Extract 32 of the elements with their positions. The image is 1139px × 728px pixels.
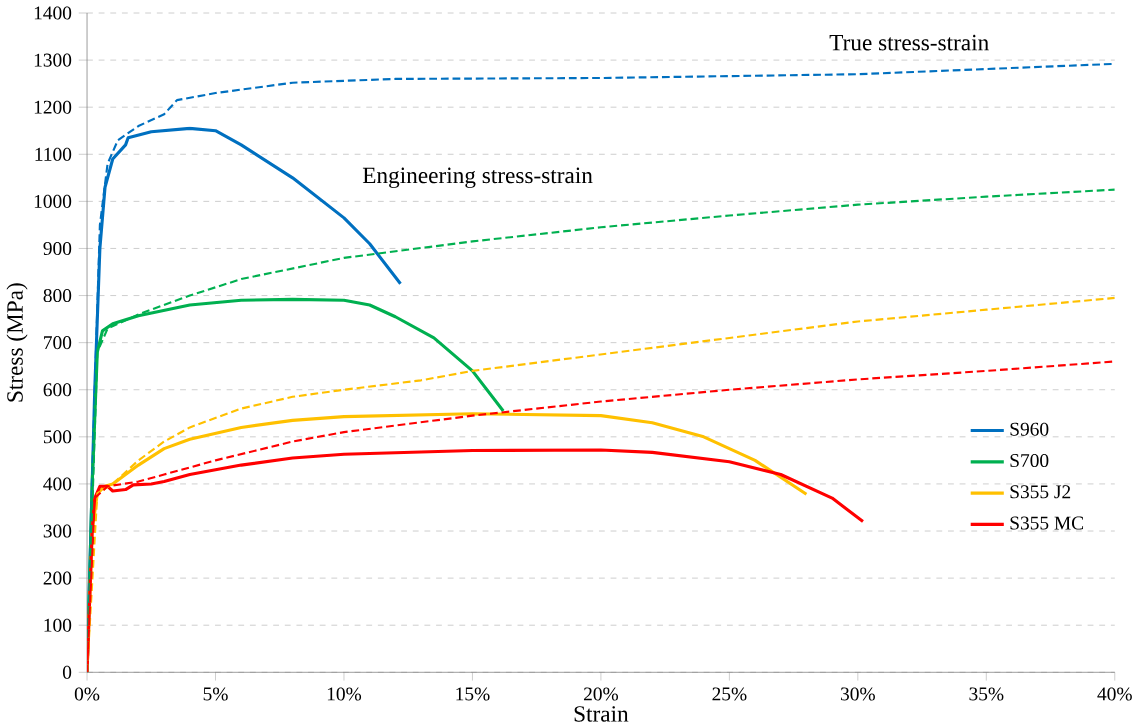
legend-label: S355 J2	[1010, 485, 1071, 499]
y-tick-label: 1100	[35, 147, 72, 161]
y-tick-label: 1400	[34, 6, 72, 20]
y-tick-label: 800	[43, 288, 72, 302]
legend-label: S960	[1010, 422, 1049, 436]
legend-label: S355 MC	[1010, 516, 1084, 530]
y-tick-label: 0	[62, 665, 72, 679]
y-tick-label: 400	[43, 477, 72, 491]
x-tick-label: 30%	[841, 687, 875, 701]
y-tick-label: 1000	[34, 194, 72, 208]
y-tick-label: 100	[44, 618, 72, 632]
annotation: Engineering stress-strain	[362, 167, 593, 188]
x-tick-label: 10%	[327, 687, 362, 701]
x-tick-label: 40%	[1097, 687, 1132, 701]
x-tick-label: 35%	[969, 687, 1004, 701]
y-tick-label: 200	[43, 571, 72, 585]
legend-label: S700	[1010, 453, 1049, 467]
x-tick-label: 15%	[456, 687, 490, 701]
x-tick-label: 5%	[203, 687, 228, 701]
annotation: True stress-strain	[829, 34, 989, 51]
y-tick-label: 700	[44, 336, 72, 350]
y-tick-label: 900	[43, 241, 72, 255]
x-axis-title: Strain	[574, 706, 629, 722]
y-axis-title: Stress (MPa)	[6, 283, 28, 402]
x-tick-label: 0%	[74, 687, 100, 701]
y-tick-label: 600	[43, 383, 72, 397]
y-tick-label: 300	[43, 524, 72, 538]
x-tick-label: 20%	[583, 687, 619, 701]
y-tick-label: 1200	[34, 100, 72, 114]
y-tick-label: 1300	[34, 53, 72, 67]
x-tick-label: 25%	[712, 687, 747, 701]
y-tick-label: 500	[43, 430, 72, 444]
